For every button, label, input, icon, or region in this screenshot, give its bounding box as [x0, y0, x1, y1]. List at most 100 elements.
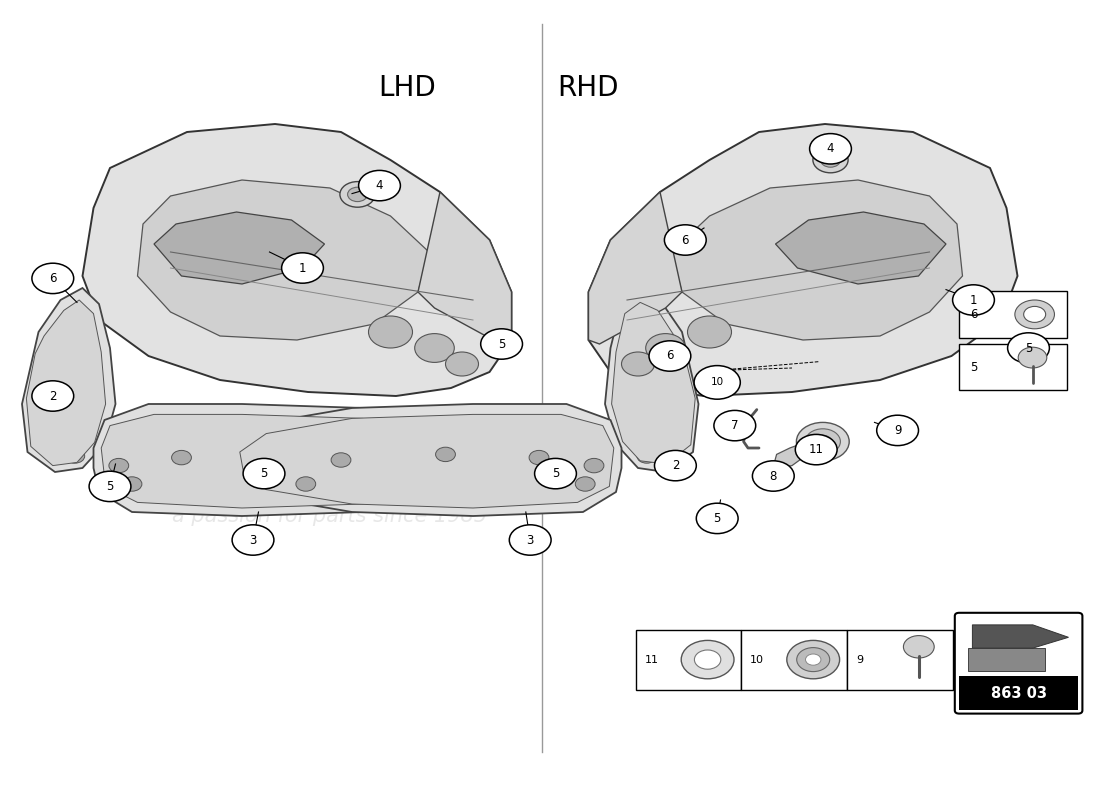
Circle shape	[1019, 347, 1047, 368]
Text: 7: 7	[732, 419, 738, 432]
Circle shape	[810, 134, 851, 164]
Circle shape	[232, 525, 274, 555]
Text: 4: 4	[827, 142, 834, 155]
Text: 1: 1	[970, 294, 977, 306]
Polygon shape	[968, 648, 1045, 671]
Circle shape	[509, 525, 551, 555]
Circle shape	[32, 263, 74, 294]
Circle shape	[813, 147, 848, 173]
Circle shape	[814, 435, 832, 448]
Circle shape	[529, 450, 549, 465]
Text: LHD: LHD	[378, 74, 436, 102]
Circle shape	[1015, 300, 1055, 329]
Circle shape	[657, 345, 676, 359]
Polygon shape	[774, 444, 805, 468]
Polygon shape	[612, 302, 695, 464]
Circle shape	[821, 153, 840, 167]
Circle shape	[43, 345, 63, 359]
Circle shape	[265, 447, 285, 462]
Circle shape	[65, 449, 85, 463]
Circle shape	[408, 477, 428, 491]
Text: 11: 11	[808, 443, 824, 456]
Text: 10: 10	[750, 654, 764, 665]
Circle shape	[122, 477, 142, 491]
Text: 10: 10	[711, 378, 724, 387]
FancyBboxPatch shape	[847, 630, 953, 690]
Circle shape	[660, 393, 680, 407]
Circle shape	[637, 449, 657, 463]
Circle shape	[370, 453, 389, 467]
Circle shape	[243, 458, 285, 489]
Text: 9: 9	[856, 654, 862, 665]
FancyBboxPatch shape	[955, 613, 1082, 714]
Circle shape	[646, 334, 685, 362]
Circle shape	[694, 366, 740, 399]
Circle shape	[584, 458, 604, 473]
Circle shape	[109, 458, 129, 473]
Circle shape	[340, 182, 375, 207]
Text: 2: 2	[50, 390, 56, 402]
Polygon shape	[605, 288, 698, 472]
Circle shape	[877, 415, 918, 446]
Text: 5: 5	[498, 338, 505, 350]
Circle shape	[172, 450, 191, 465]
Text: 8: 8	[770, 470, 777, 482]
Circle shape	[953, 285, 994, 315]
Text: 3: 3	[527, 534, 534, 546]
FancyBboxPatch shape	[959, 677, 1078, 710]
Circle shape	[786, 640, 839, 678]
Circle shape	[652, 433, 672, 447]
Text: 863 03: 863 03	[991, 686, 1046, 701]
Circle shape	[348, 187, 367, 202]
Circle shape	[714, 410, 756, 441]
Polygon shape	[588, 124, 1018, 396]
Circle shape	[621, 352, 654, 376]
Circle shape	[331, 453, 351, 467]
Circle shape	[254, 461, 274, 475]
Circle shape	[282, 253, 323, 283]
Text: 9: 9	[894, 424, 901, 437]
Text: 5: 5	[107, 480, 113, 493]
Text: 3: 3	[250, 534, 256, 546]
Circle shape	[654, 450, 696, 481]
Polygon shape	[240, 414, 614, 508]
Polygon shape	[776, 212, 946, 284]
Circle shape	[40, 393, 59, 407]
Circle shape	[805, 654, 821, 666]
Circle shape	[436, 447, 455, 462]
Circle shape	[450, 461, 470, 475]
Text: 6: 6	[682, 234, 689, 246]
Polygon shape	[154, 212, 324, 284]
Circle shape	[446, 352, 478, 376]
Circle shape	[796, 422, 849, 461]
Circle shape	[1024, 306, 1046, 322]
Circle shape	[805, 429, 840, 454]
Text: 2: 2	[672, 459, 679, 472]
Polygon shape	[138, 180, 429, 340]
Text: 6: 6	[50, 272, 56, 285]
Circle shape	[696, 503, 738, 534]
Circle shape	[903, 635, 934, 658]
Text: 4: 4	[376, 179, 383, 192]
Circle shape	[694, 650, 720, 669]
Circle shape	[1008, 333, 1049, 363]
Circle shape	[359, 170, 400, 201]
Circle shape	[415, 334, 454, 362]
Polygon shape	[588, 192, 682, 344]
Circle shape	[681, 640, 734, 678]
FancyBboxPatch shape	[741, 630, 847, 690]
Circle shape	[575, 477, 595, 491]
Circle shape	[796, 648, 829, 672]
Circle shape	[795, 434, 837, 465]
Circle shape	[752, 461, 794, 491]
Circle shape	[47, 433, 67, 447]
Text: 5: 5	[261, 467, 267, 480]
Text: 5: 5	[552, 467, 559, 480]
Circle shape	[649, 341, 691, 371]
Polygon shape	[94, 404, 490, 516]
Circle shape	[535, 458, 576, 489]
Text: RHD: RHD	[558, 74, 619, 102]
FancyBboxPatch shape	[959, 344, 1067, 390]
Polygon shape	[671, 180, 962, 340]
Circle shape	[32, 381, 74, 411]
